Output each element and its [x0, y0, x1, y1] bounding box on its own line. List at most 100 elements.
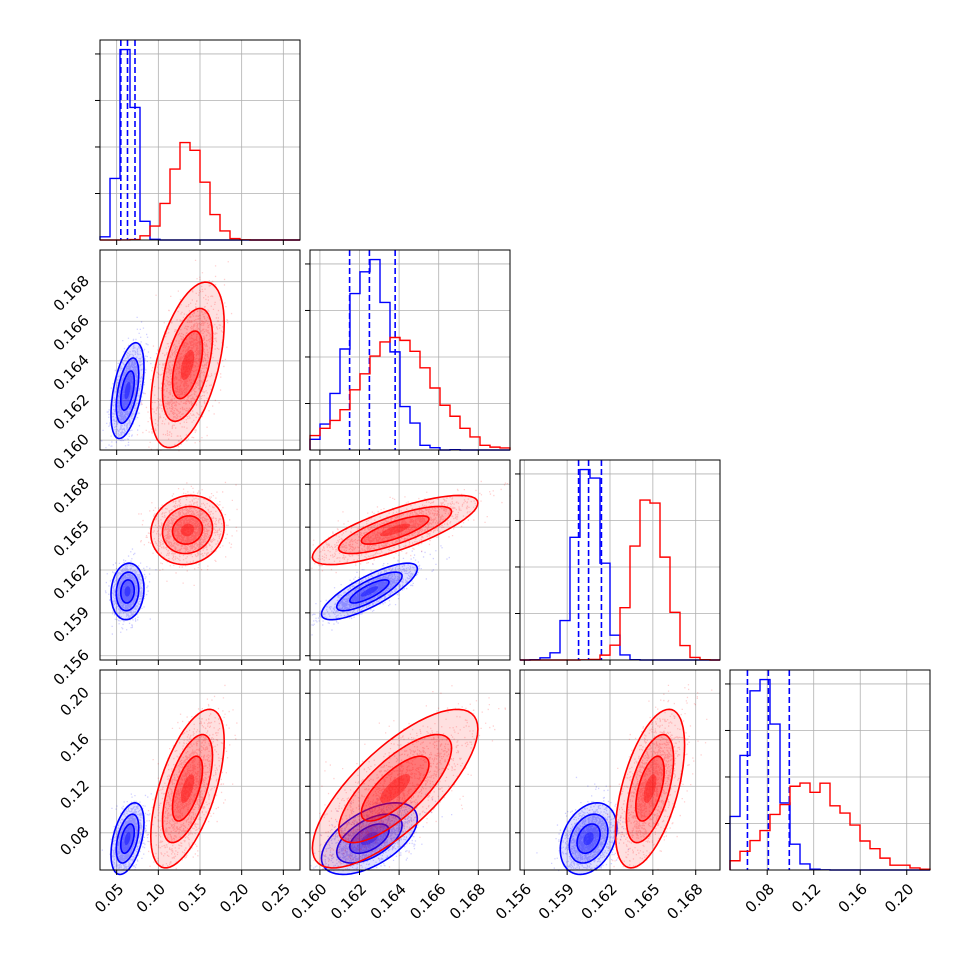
x-tick-label: 0.15	[174, 880, 210, 916]
panel-frame	[309, 249, 511, 451]
y-tick-label: 0.164	[50, 351, 93, 394]
density-contour-series-1	[180, 349, 195, 380]
panel-frame	[519, 459, 721, 661]
x-tick-label: 0.16	[835, 880, 871, 916]
scatter-points-series-1	[136, 684, 238, 870]
x-tick-label: 0.160	[288, 880, 331, 923]
x-tick-label: 0.20	[216, 880, 252, 916]
density-contour-series-1	[171, 515, 204, 545]
histogram-step-series-1	[309, 336, 511, 450]
histogram-2	[520, 460, 720, 661]
x-tick-label: 0.159	[535, 880, 578, 923]
density-contour-series-0	[120, 823, 136, 855]
density-contour-series-0	[348, 579, 390, 604]
x-tick-label: 0.162	[327, 880, 370, 923]
density-contour-series-0	[110, 341, 145, 440]
density-contour-series-1	[337, 733, 453, 844]
scatter-panel-3-2	[520, 670, 720, 876]
panel-frame	[519, 669, 721, 871]
density-contour-series-0	[360, 586, 379, 597]
x-tick-label: 0.156	[492, 880, 535, 923]
density-contour-series-0	[576, 823, 601, 855]
scatter-points-series-0	[101, 316, 158, 449]
density-contour-series-0	[120, 579, 136, 604]
density-contour-series-0	[583, 832, 594, 846]
density-contour-series-1	[625, 733, 675, 844]
histogram-step-series-1	[520, 499, 720, 661]
density-contour-series-1	[360, 755, 430, 822]
histogram-0	[99, 40, 300, 241]
x-tick-label: 0.165	[621, 880, 664, 923]
density-contour-series-1	[614, 708, 686, 869]
histogram-step-series-1	[729, 782, 931, 870]
histogram-step-series-0	[309, 258, 510, 451]
density-contour-series-1	[171, 755, 204, 822]
density-contour-series-1	[311, 494, 479, 566]
x-tick-label: 0.166	[406, 880, 449, 923]
histogram-step-series-0	[729, 678, 930, 871]
scatter-points-series-1	[138, 481, 238, 586]
density-contour-series-1	[360, 515, 430, 545]
histogram-3	[729, 670, 931, 871]
density-contour-series-1	[643, 774, 657, 803]
scatter-panel-3-0	[100, 670, 300, 876]
y-tick-label: 0.168	[50, 272, 93, 315]
x-tick-label: 0.162	[578, 880, 621, 923]
y-tick-label: 0.166	[50, 311, 93, 354]
y-tick-label: 0.12	[56, 776, 92, 812]
density-contour-series-0	[335, 571, 403, 612]
panel-frame	[729, 669, 931, 871]
scatter-points-series-1	[135, 259, 233, 452]
histogram-1	[309, 250, 511, 451]
scatter-panel-2-0	[100, 460, 300, 660]
x-tick-label: 0.12	[788, 880, 824, 916]
density-contour-series-1	[149, 281, 226, 449]
scatter-points-series-0	[104, 548, 157, 635]
y-tick-label: 0.159	[50, 603, 93, 646]
density-contour-series-1	[380, 523, 411, 537]
density-contour-series-0	[120, 370, 136, 411]
y-tick-label: 0.162	[50, 391, 93, 434]
density-contour-series-1	[635, 755, 665, 822]
density-contour-series-1	[180, 774, 195, 803]
density-contour-series-0	[320, 562, 419, 621]
density-contour-series-1	[161, 307, 214, 423]
scatter-panel-2-1	[310, 460, 511, 660]
density-contour-series-1	[311, 708, 479, 869]
y-tick-label: 0.168	[50, 474, 93, 517]
panel-frame	[309, 669, 511, 871]
y-tick-label: 0.156	[50, 646, 93, 689]
x-tick-label: 0.20	[881, 880, 917, 916]
x-tick-label: 0.10	[133, 880, 169, 916]
density-contour-series-1	[161, 505, 214, 555]
x-tick-label: 0.05	[91, 880, 127, 916]
density-contour-series-1	[149, 708, 226, 869]
scatter-points-series-0	[311, 545, 450, 636]
density-contour-series-0	[124, 586, 131, 597]
density-contour-series-1	[171, 330, 204, 400]
y-tick-label: 0.16	[56, 730, 92, 766]
density-contour-series-0	[110, 801, 145, 876]
density-contour-series-1	[180, 523, 195, 537]
density-contour-series-0	[124, 381, 131, 400]
x-tick-label: 0.168	[446, 880, 489, 923]
density-contour-series-0	[115, 571, 140, 612]
density-contour-series-0	[559, 801, 618, 876]
density-contour-series-1	[380, 774, 411, 803]
y-tick-label: 0.162	[50, 560, 93, 603]
y-tick-label: 0.160	[50, 430, 93, 473]
x-tick-label: 0.164	[367, 880, 410, 923]
scatter-panel-1-0	[100, 250, 300, 452]
density-contour-series-0	[124, 832, 131, 846]
x-tick-label: 0.168	[663, 880, 706, 923]
x-tick-label: 0.08	[742, 880, 778, 916]
density-contour-series-1	[161, 733, 214, 844]
y-tick-label: 0.165	[50, 517, 93, 560]
y-tick-label: 0.08	[56, 823, 92, 859]
scatter-panel-3-1	[310, 670, 510, 876]
scatter-points-series-0	[310, 791, 453, 872]
panel-frame	[309, 459, 511, 661]
density-contour-series-1	[337, 505, 453, 555]
